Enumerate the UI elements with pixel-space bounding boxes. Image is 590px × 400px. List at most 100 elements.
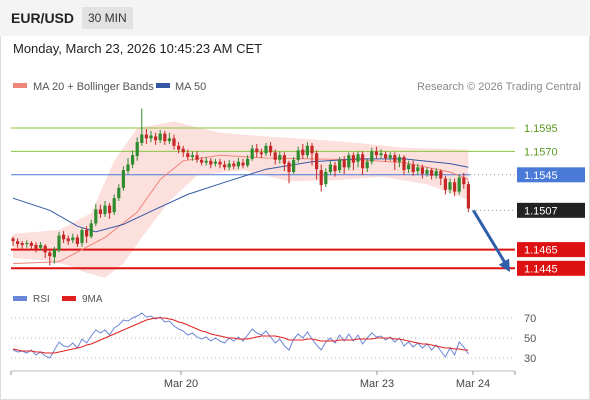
candle-body	[365, 161, 369, 169]
candle-body	[11, 238, 15, 242]
support-price-label: 1.1465	[524, 245, 558, 257]
candle-body	[292, 159, 296, 172]
ma20-swatch	[13, 83, 27, 88]
candle-body	[158, 133, 162, 141]
candle-body	[319, 170, 323, 186]
timeframe-badge[interactable]: 30 MIN	[82, 7, 133, 29]
forecast-arrow	[472, 209, 509, 267]
candle-body	[305, 145, 309, 156]
level-lines	[11, 127, 515, 270]
bollinger-band-area	[13, 121, 469, 278]
candle-body	[453, 182, 457, 192]
candle-body	[62, 234, 66, 240]
candles	[11, 108, 510, 273]
candle-body	[379, 153, 383, 156]
candle-body	[43, 245, 47, 253]
candle-body	[85, 229, 89, 237]
candle-body	[420, 167, 424, 174]
candle-body	[407, 164, 411, 170]
resistance-label: 1.1595	[524, 123, 558, 135]
candle-body	[213, 161, 217, 164]
candle-body	[98, 209, 102, 215]
support-label-box	[517, 242, 585, 258]
candle-body	[361, 154, 365, 169]
candle-body	[278, 155, 282, 160]
forecast-arrowhead	[498, 258, 510, 273]
candle-body	[195, 155, 199, 160]
last-price-label: 1.1507	[524, 205, 558, 217]
candle-body	[324, 171, 328, 185]
pair-title: EUR/USD	[11, 10, 75, 26]
candle-body	[462, 177, 466, 185]
candle-body	[232, 163, 236, 167]
candle-body	[126, 164, 130, 172]
candle-body	[273, 152, 277, 160]
candle-body	[374, 151, 378, 156]
candle-body	[172, 138, 176, 146]
candle-body	[388, 155, 392, 158]
ma50-legend-label: MA 50	[175, 81, 206, 93]
candle-body	[338, 159, 342, 171]
candle-body	[89, 223, 93, 237]
candle-body	[411, 164, 415, 172]
candle-body	[457, 177, 461, 192]
candle-body	[75, 237, 79, 244]
candle-body	[347, 155, 351, 168]
candle-body	[250, 148, 254, 159]
support-price-label: 1.1445	[524, 263, 558, 275]
candle-body	[94, 209, 98, 224]
candle-body	[342, 159, 346, 168]
candle-body	[416, 167, 420, 172]
candle-body	[328, 164, 332, 172]
candle-body	[140, 134, 144, 144]
time-axis: Mar 20 Mar 23 Mar 24	[10, 370, 516, 390]
candle-body	[57, 235, 61, 251]
candle-body	[287, 162, 291, 172]
ma9-swatch	[62, 296, 76, 301]
level-labels: 1.1595 1.1570 1.1545 1.1507 1.1465 1.1445	[517, 123, 585, 276]
candle-body	[236, 161, 240, 167]
candle-body	[66, 238, 70, 242]
candle-body	[393, 155, 397, 162]
x-tick-label: Mar 20	[164, 378, 198, 390]
candle-body	[227, 163, 231, 168]
candle-body	[121, 170, 125, 188]
candle-body	[218, 161, 222, 165]
candle-body	[71, 237, 75, 241]
candle-body	[80, 229, 84, 244]
candle-body	[108, 205, 112, 214]
candle-body	[144, 134, 148, 139]
ma50-swatch	[156, 83, 170, 88]
rsi-legend: RSI 9MA	[13, 294, 103, 305]
candle-body	[39, 244, 43, 248]
candle-body	[103, 205, 107, 215]
candle-body	[117, 187, 121, 199]
rsi-tick-label: 30	[524, 353, 536, 365]
candle-body	[112, 198, 116, 213]
candle-body	[259, 152, 263, 155]
candle-body	[52, 249, 56, 258]
candle-body	[301, 149, 305, 156]
ma20-legend-label: MA 20 + Bollinger Bands	[33, 81, 154, 93]
bollinger-bands	[13, 121, 469, 278]
candle-body	[186, 153, 190, 158]
candle-body	[209, 160, 213, 165]
candle-body	[439, 171, 443, 179]
ma9-legend-label: 9MA	[82, 294, 103, 305]
candle-body	[246, 158, 250, 166]
candle-body	[131, 155, 135, 165]
candle-body	[269, 145, 273, 153]
credit-text: Research © 2026 Trading Central	[417, 81, 581, 93]
candle-body	[135, 142, 139, 157]
candle-body	[430, 170, 434, 176]
candle-body	[163, 133, 167, 142]
candle-body	[200, 159, 204, 163]
candle-body	[448, 182, 452, 190]
candle-body	[315, 153, 319, 170]
candle-body	[370, 151, 374, 162]
x-tick-label: Mar 24	[456, 378, 490, 390]
candle-body	[402, 157, 406, 171]
candle-body	[425, 170, 429, 174]
candle-body	[29, 243, 33, 246]
